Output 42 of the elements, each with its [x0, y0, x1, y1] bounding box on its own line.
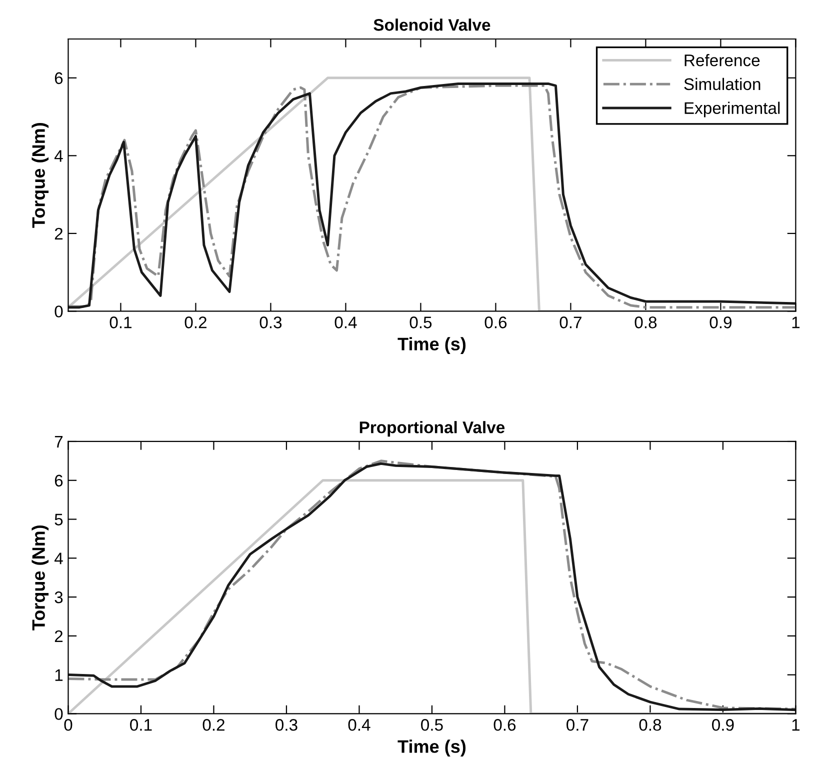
x-tick-label: 0.4: [334, 316, 357, 328]
x-tick-label: 1: [792, 719, 800, 731]
x-tick-label: 0: [64, 719, 72, 731]
y-tick-label: 1: [55, 669, 63, 681]
x-tick-label: 0.5: [421, 719, 443, 731]
y-tick-label: 2: [54, 630, 63, 642]
y-tick-label: 4: [54, 150, 63, 162]
x-axis-title: Time (s): [398, 337, 466, 354]
legend-label: Simulation: [684, 78, 760, 90]
x-tick-label: 0.2: [184, 316, 206, 328]
x-tick-label: 0.9: [712, 719, 734, 731]
x-tick-label: 0.3: [276, 719, 298, 731]
y-tick-label: 3: [54, 591, 63, 604]
x-tick-label: 0.5: [410, 316, 432, 328]
legend-label: Experimental: [684, 102, 780, 118]
y-axis-title: Torque (Nm): [32, 525, 49, 630]
x-tick-label: 0.8: [639, 719, 662, 731]
x-tick-label: 1: [792, 316, 800, 328]
legend-label: Reference: [684, 54, 760, 66]
y-tick-label: 7: [54, 436, 63, 448]
y-tick-label: 6: [54, 72, 63, 84]
chart-title: Proportional Valve: [360, 421, 505, 437]
y-tick-label: 5: [54, 514, 63, 526]
x-tick-label: 0.2: [202, 719, 224, 731]
x-tick-label: 0.9: [710, 316, 732, 328]
x-tick-label: 0.7: [566, 719, 588, 731]
x-tick-label: 0.1: [130, 719, 152, 731]
y-tick-label: 0: [54, 708, 63, 720]
x-tick-label: 0.7: [560, 316, 582, 328]
x-tick-label: 0.4: [348, 719, 370, 731]
x-tick-label: 0.8: [634, 316, 657, 328]
chart-title: Solenoid Valve: [374, 18, 490, 31]
x-tick-label: 0.6: [494, 719, 516, 731]
y-tick-label: 6: [54, 474, 63, 487]
x-tick-label: 0.6: [484, 316, 507, 328]
y-tick-label: 0: [54, 306, 63, 318]
x-tick-label: 0.3: [260, 316, 282, 328]
y-tick-label: 2: [54, 228, 63, 240]
y-tick-label: 4: [54, 552, 63, 564]
x-axis-title: Time (s): [398, 740, 466, 756]
y-axis-title: Torque (Nm): [32, 123, 49, 228]
x-tick-label: 0.1: [110, 316, 132, 328]
